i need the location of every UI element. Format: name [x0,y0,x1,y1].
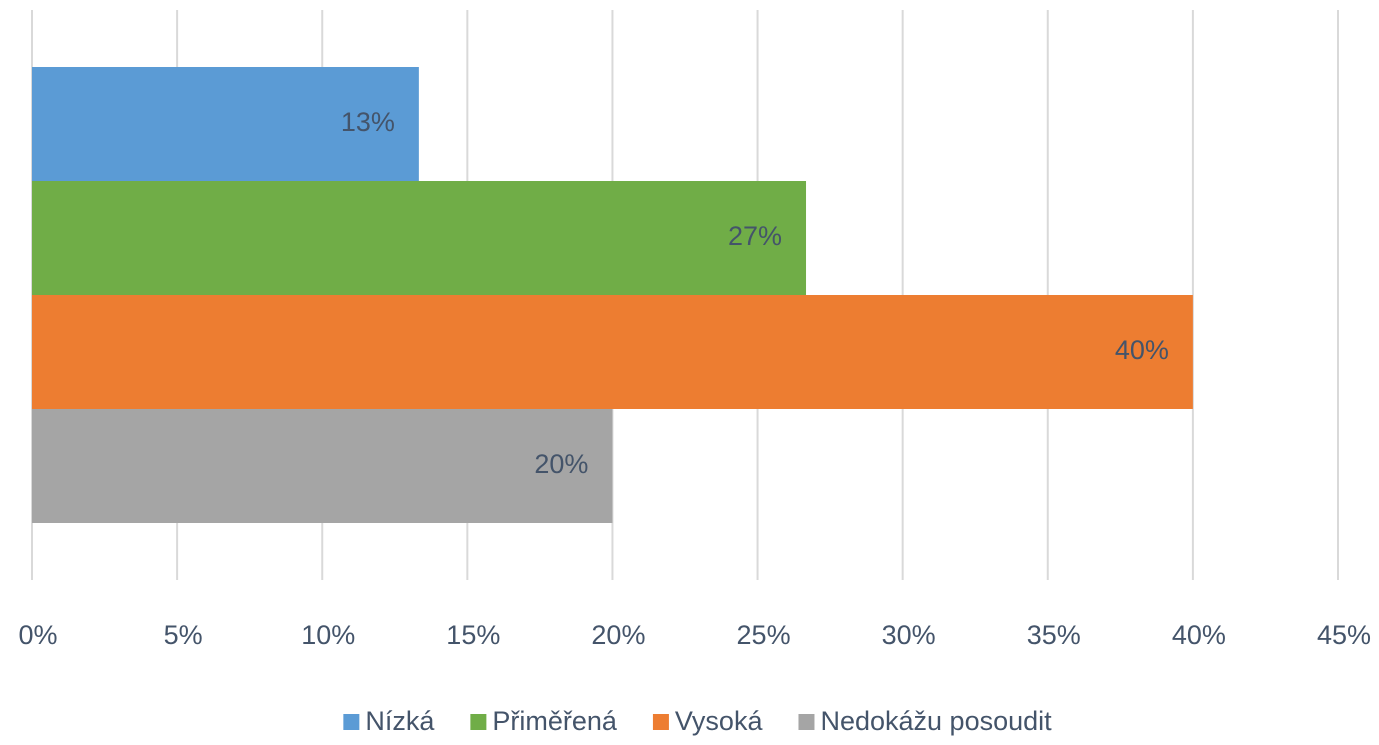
x-tick-label: 15% [446,620,500,650]
x-tick-label: 0% [18,620,57,650]
x-tick-label: 40% [1172,620,1226,650]
bar [32,67,419,181]
data-label: 20% [534,449,588,479]
legend-swatch [652,714,669,730]
legend-label: Nedokážu posoudit [820,706,1052,736]
x-tick-label: 35% [1027,620,1081,650]
data-label: 13% [341,107,395,137]
x-tick-label: 25% [737,620,791,650]
legend-label: Vysoká [675,706,764,736]
x-tick-label: 30% [882,620,936,650]
x-tick-label: 20% [591,620,645,650]
data-label: 40% [1115,335,1169,365]
bar [32,295,1193,409]
x-tick-label: 10% [301,620,355,650]
legend-swatch [798,714,815,730]
bar [32,181,807,295]
legend-label: Nízká [365,706,435,736]
data-label: 27% [728,221,782,251]
legend-swatch [343,714,360,730]
x-tick-label: 45% [1317,620,1371,650]
x-tick-label: 5% [164,620,203,650]
legend-swatch [470,714,487,730]
legend-label: Přiměřená [492,706,618,736]
bar [32,409,613,523]
